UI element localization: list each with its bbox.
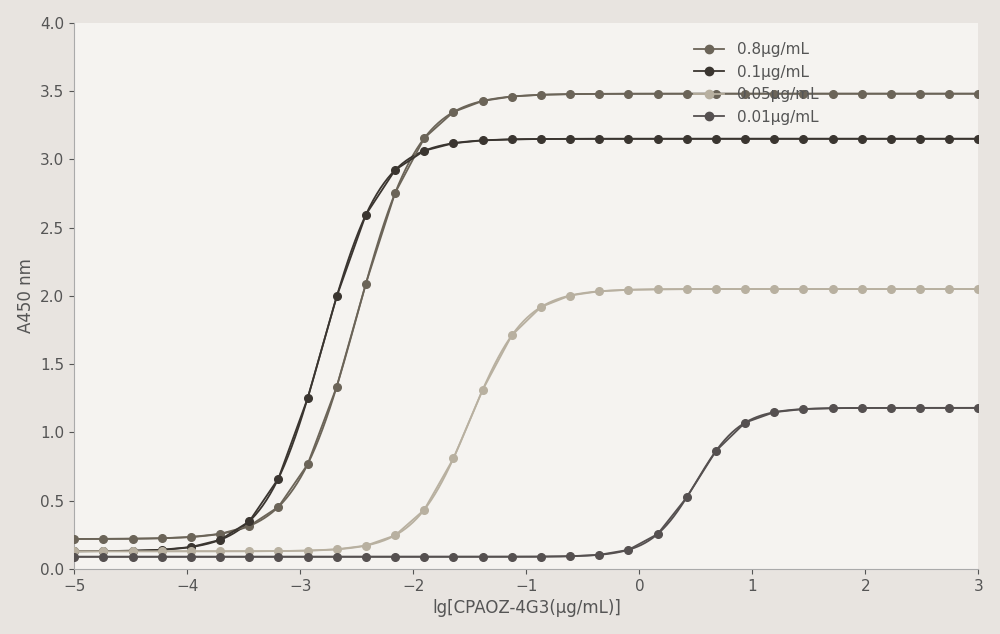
X-axis label: lg[CPAOZ-4G3(μg/mL)]: lg[CPAOZ-4G3(μg/mL)] [432, 599, 621, 618]
Legend: 0.8μg/mL, 0.1μg/mL, 0.05μg/mL, 0.01μg/mL: 0.8μg/mL, 0.1μg/mL, 0.05μg/mL, 0.01μg/mL [688, 36, 824, 131]
Y-axis label: A450 nm: A450 nm [17, 259, 35, 333]
